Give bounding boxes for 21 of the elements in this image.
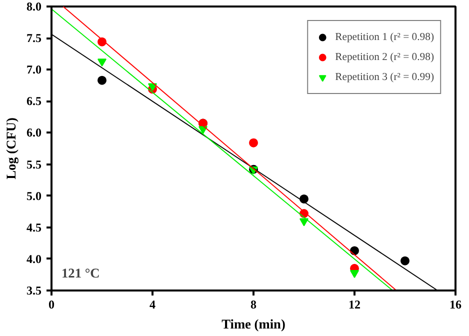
y-tick-label: 6.0 (26, 126, 42, 140)
y-tick-label: 5.5 (26, 157, 42, 172)
x-tick-label: 0 (48, 298, 54, 312)
y-tick-label: 6.5 (26, 94, 42, 108)
x-axis-title: Time (min) (222, 316, 286, 332)
y-tick-label: 4.0 (26, 252, 42, 266)
y-tick-label: 8.0 (26, 0, 42, 14)
legend-label: Repetition 2 (r² = 0.98) (335, 50, 434, 64)
legend-label: Repetition 1 (r² = 0.98) (335, 30, 434, 44)
x-tick-label: 16 (450, 298, 462, 312)
y-axis-title: Log (CFU) (4, 118, 18, 180)
x-tick-label: 8 (250, 298, 256, 312)
y-tick-label: 5.0 (26, 188, 42, 203)
y-tick-label: 4.5 (26, 220, 42, 234)
y-tick-label: 7.5 (26, 31, 42, 46)
y-tick-label: 3.5 (26, 284, 42, 298)
x-tick-label: 4 (150, 298, 156, 312)
y-tick-label: 7.0 (26, 62, 42, 77)
x-tick-label: 12 (348, 298, 360, 312)
legend-label: Repetition 3 (r² = 0.99) (335, 70, 434, 84)
annotation: 121 °C (62, 266, 100, 280)
